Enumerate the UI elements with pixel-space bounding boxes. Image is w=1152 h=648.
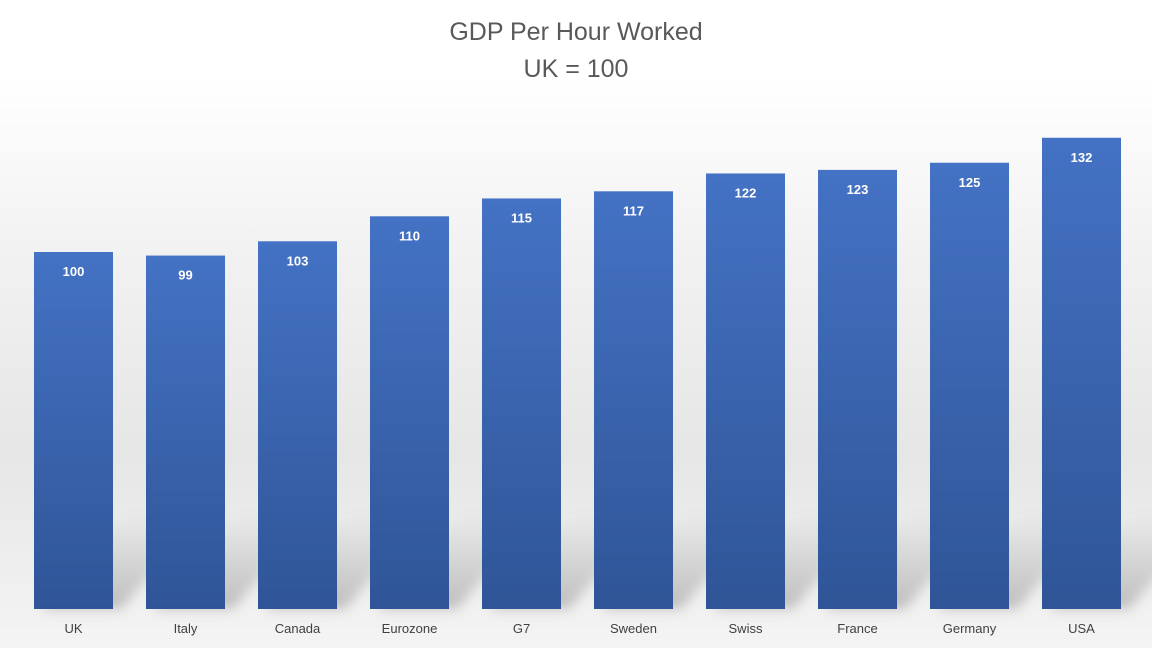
data-label-canada: 103 bbox=[287, 253, 309, 268]
data-labels: 100 99 103 110 115 117 122 123 125 132 bbox=[63, 150, 1093, 283]
bar-germany bbox=[930, 162, 1009, 609]
bar-eurozone bbox=[370, 216, 449, 610]
x-tick-label-eurozone: Eurozone bbox=[382, 621, 438, 636]
bar-france bbox=[818, 169, 897, 609]
x-axis-ticks: UK Italy Canada Eurozone G7 Sweden Swiss France… bbox=[64, 621, 1095, 636]
data-label-germany: 125 bbox=[959, 175, 981, 190]
bar-sweden bbox=[594, 191, 673, 609]
bar-usa bbox=[1042, 137, 1121, 609]
x-tick-label-sweden: Sweden bbox=[610, 621, 657, 636]
x-tick-label-france: France bbox=[837, 621, 877, 636]
data-label-france: 123 bbox=[847, 182, 869, 197]
x-tick-label-usa: USA bbox=[1068, 621, 1095, 636]
x-tick-label-canada: Canada bbox=[275, 621, 321, 636]
bars bbox=[34, 137, 1121, 610]
data-label-g7: 115 bbox=[511, 210, 532, 225]
data-label-uk: 100 bbox=[63, 264, 85, 279]
x-tick-label-italy: Italy bbox=[174, 621, 198, 636]
x-tick-label-swiss: Swiss bbox=[729, 621, 763, 636]
bar-g7 bbox=[482, 198, 561, 609]
chart-title: GDP Per Hour Worked bbox=[449, 18, 703, 46]
data-label-italy: 99 bbox=[178, 268, 192, 283]
bar-swiss bbox=[706, 173, 785, 609]
data-label-sweden: 117 bbox=[623, 203, 644, 218]
bar-canada bbox=[258, 241, 337, 610]
x-tick-label-germany: Germany bbox=[943, 621, 997, 636]
data-label-eurozone: 110 bbox=[399, 228, 420, 243]
x-tick-label-uk: UK bbox=[64, 621, 82, 636]
chart-subtitle: UK = 100 bbox=[523, 55, 629, 83]
bar-italy bbox=[146, 255, 225, 609]
x-tick-label-g7: G7 bbox=[513, 621, 530, 636]
bar-uk bbox=[34, 252, 113, 609]
data-label-usa: 132 bbox=[1071, 150, 1093, 165]
data-label-swiss: 122 bbox=[735, 185, 757, 200]
